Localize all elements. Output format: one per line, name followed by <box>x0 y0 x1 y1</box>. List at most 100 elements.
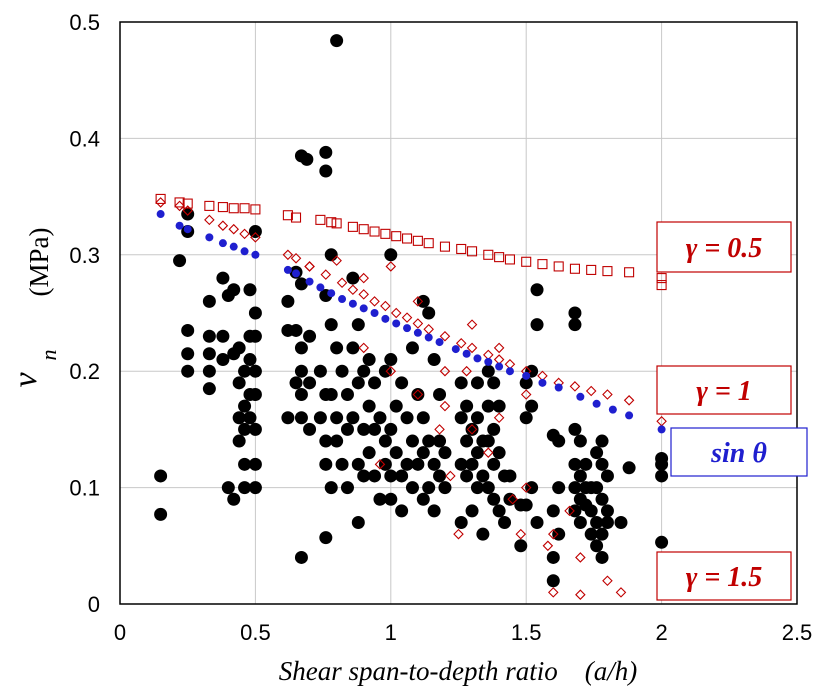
data-point <box>573 469 587 483</box>
data-point <box>156 210 165 219</box>
data-point <box>615 587 627 598</box>
data-point <box>182 205 193 216</box>
data-point <box>240 247 249 256</box>
data-point <box>227 492 241 506</box>
data-point <box>423 324 434 335</box>
data-point <box>493 412 505 424</box>
data-point <box>483 447 494 458</box>
plot-frame <box>119 21 798 605</box>
data-point <box>576 392 585 401</box>
annotation-label: γ = 0.5 <box>686 233 763 264</box>
data-point <box>519 498 533 512</box>
data-point <box>228 223 240 235</box>
y-tick-label: 0.2 <box>69 359 100 384</box>
data-point <box>385 261 397 272</box>
data-point <box>204 214 215 226</box>
data-point <box>346 411 360 425</box>
data-point <box>454 376 468 390</box>
data-point <box>521 256 532 267</box>
data-point <box>470 376 484 390</box>
data-point <box>175 221 184 230</box>
data-point <box>248 225 262 239</box>
data-point <box>384 422 398 436</box>
data-point <box>358 342 369 354</box>
series-3 <box>156 210 666 434</box>
data-point <box>584 504 598 518</box>
data-point <box>498 516 512 530</box>
data-point <box>346 341 360 355</box>
data-point <box>335 364 349 378</box>
data-point <box>466 342 478 354</box>
data-point <box>473 354 482 363</box>
data-point <box>451 345 460 354</box>
data-point <box>548 528 559 540</box>
data-point <box>519 376 533 390</box>
data-point <box>553 261 564 272</box>
data-point <box>289 323 303 337</box>
data-point <box>400 411 414 425</box>
data-point <box>515 528 527 540</box>
data-point <box>530 516 544 530</box>
data-point <box>303 329 317 343</box>
data-point <box>656 280 667 291</box>
data-point <box>401 233 413 244</box>
data-point <box>476 469 490 483</box>
data-point <box>204 200 215 211</box>
data-point <box>564 505 575 517</box>
data-point <box>331 255 342 266</box>
data-point <box>520 482 532 493</box>
data-point <box>465 422 479 436</box>
data-point <box>548 587 559 598</box>
series-2 <box>155 197 667 600</box>
data-point <box>456 243 467 255</box>
data-point <box>281 411 295 425</box>
data-point <box>403 324 412 333</box>
data-point <box>357 364 371 378</box>
data-point <box>395 469 409 483</box>
data-point <box>248 329 262 343</box>
data-point <box>492 399 506 413</box>
data-point <box>347 284 359 295</box>
data-point <box>324 248 338 262</box>
data-point <box>239 203 250 214</box>
data-point <box>595 550 609 564</box>
data-point <box>412 296 424 307</box>
annotation-box: sin θ <box>670 427 808 477</box>
data-point <box>369 226 380 237</box>
data-point <box>569 263 580 274</box>
data-point <box>351 457 365 471</box>
data-point <box>181 364 195 378</box>
data-point <box>412 318 424 329</box>
data-point <box>438 481 452 495</box>
data-point <box>238 481 252 495</box>
data-point <box>304 261 315 272</box>
data-point <box>481 364 495 378</box>
annotation-box: γ = 0.5 <box>656 221 792 273</box>
data-point <box>455 337 467 349</box>
data-point <box>608 405 617 414</box>
data-point <box>381 314 390 323</box>
data-point <box>470 481 484 495</box>
data-point <box>600 516 614 530</box>
data-point <box>248 481 262 495</box>
data-point <box>433 387 447 401</box>
data-point <box>340 387 354 401</box>
series-0 <box>154 34 669 588</box>
data-point <box>586 264 597 275</box>
data-point <box>438 446 452 460</box>
data-point <box>530 283 544 297</box>
data-point <box>359 304 368 313</box>
data-point <box>411 387 425 401</box>
data-point <box>470 446 484 460</box>
data-point <box>248 306 262 320</box>
annotation-frame <box>656 221 792 273</box>
data-point <box>281 294 295 308</box>
data-point <box>319 434 333 448</box>
data-point <box>316 283 325 292</box>
data-point <box>487 492 501 506</box>
data-point <box>395 376 409 390</box>
data-point <box>519 411 533 425</box>
data-point <box>324 387 338 401</box>
annotation-box: γ = 1 <box>656 365 792 415</box>
data-point <box>380 228 391 239</box>
